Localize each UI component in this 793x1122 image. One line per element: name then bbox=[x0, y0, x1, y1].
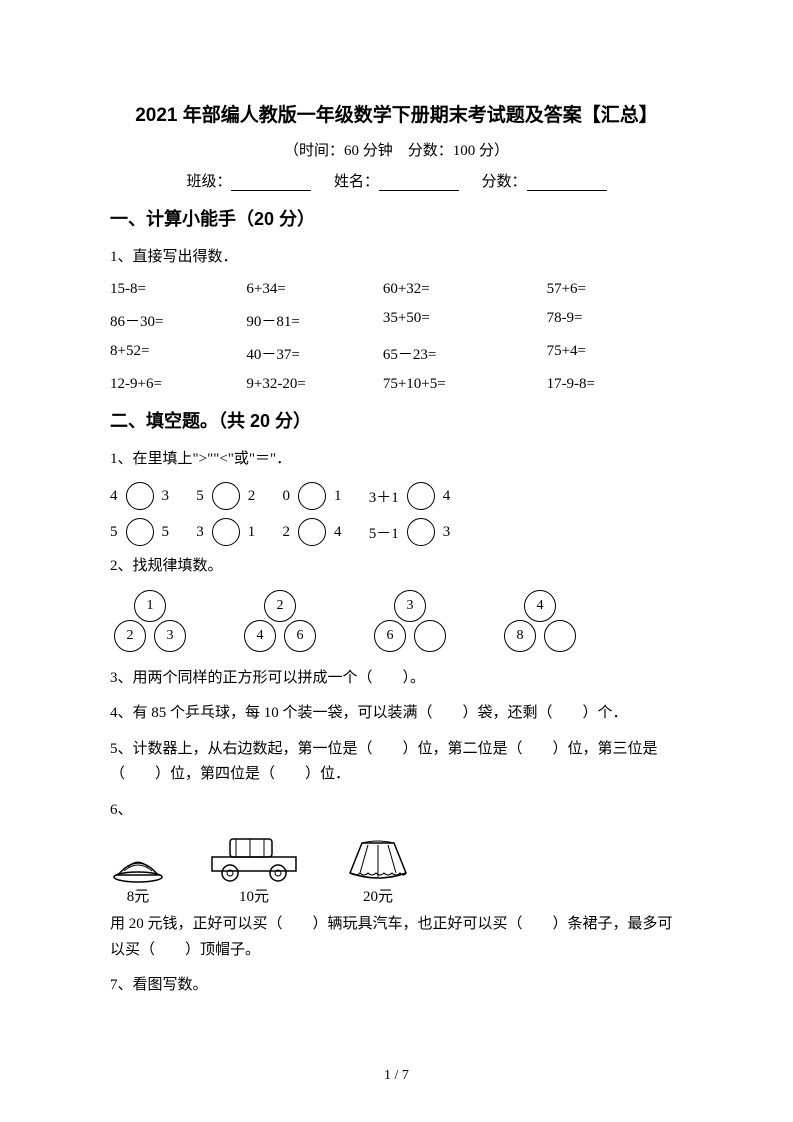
calc-cell: 9+32-20= bbox=[246, 376, 382, 393]
cmp-val: 3 bbox=[196, 524, 204, 541]
calc-cell: 86－30= bbox=[110, 310, 246, 331]
pattern-circle: 1 bbox=[134, 590, 166, 622]
compare-row-2: 5 5 3 1 2 4 5－1 3 bbox=[110, 518, 683, 546]
s2-q6: 6、 bbox=[110, 798, 683, 824]
pattern-circle-blank[interactable] bbox=[414, 620, 446, 652]
s2-q5: 5、计数器上，从右边数起，第一位是（ ）位，第二位是（ ）位，第三位是（ ）位，… bbox=[110, 737, 683, 788]
calc-cell: 12-9+6= bbox=[110, 376, 246, 393]
calc-cell: 90－81= bbox=[246, 310, 382, 331]
items-row: 8元 10元 20元 bbox=[110, 833, 683, 906]
pattern-circle: 8 bbox=[504, 620, 536, 652]
item-hat: 8元 bbox=[110, 843, 166, 906]
s2-q2: 2、找规律填数。 bbox=[110, 554, 683, 580]
calc-cell: 65－23= bbox=[383, 343, 547, 364]
pattern-circle: 3 bbox=[394, 590, 426, 622]
circle-blank[interactable] bbox=[407, 518, 435, 546]
cmp-val: 3 bbox=[162, 488, 170, 505]
cmp-val: 4 bbox=[334, 524, 342, 541]
section-2-header: 二、填空题。（共 20 分） bbox=[110, 407, 683, 433]
label-score: 分数： bbox=[482, 174, 527, 190]
s2-q7: 7、看图写数。 bbox=[110, 973, 683, 999]
hat-icon bbox=[110, 843, 166, 883]
cmp-val: 3 bbox=[443, 524, 451, 541]
pattern-group: 4 8 bbox=[500, 590, 580, 652]
pattern-group: 3 6 bbox=[370, 590, 450, 652]
label-class: 班级： bbox=[186, 174, 231, 190]
page-title: 2021 年部编人教版一年级数学下册期末考试题及答案【汇总】 bbox=[110, 100, 683, 127]
s2-q3: 3、用两个同样的正方形可以拼成一个（ ）。 bbox=[110, 666, 683, 692]
pattern-circle: 4 bbox=[244, 620, 276, 652]
pattern-circle: 3 bbox=[154, 620, 186, 652]
subtitle: （时间：60 分钟 分数：100 分） bbox=[110, 139, 683, 160]
cmp-val: 3＋1 bbox=[369, 486, 399, 507]
pattern-group: 1 2 3 bbox=[110, 590, 190, 652]
calc-cell: 15-8= bbox=[110, 281, 246, 298]
calc-cell: 75+4= bbox=[547, 343, 683, 364]
calc-cell: 17-9-8= bbox=[547, 376, 683, 393]
cmp-val: 5 bbox=[110, 524, 118, 541]
calc-cell: 60+32= bbox=[383, 281, 547, 298]
blank-name[interactable] bbox=[379, 176, 459, 191]
circle-blank[interactable] bbox=[212, 482, 240, 510]
calc-cell: 6+34= bbox=[246, 281, 382, 298]
section-1-header: 一、计算小能手（20 分） bbox=[110, 205, 683, 231]
pattern-circle: 2 bbox=[114, 620, 146, 652]
circle-blank[interactable] bbox=[298, 518, 326, 546]
circle-blank[interactable] bbox=[126, 518, 154, 546]
s1-q1: 1、直接写出得数． bbox=[110, 245, 683, 271]
price-hat: 8元 bbox=[127, 889, 150, 905]
cmp-val: 5 bbox=[162, 524, 170, 541]
pattern-circle: 4 bbox=[524, 590, 556, 622]
cmp-val: 1 bbox=[248, 524, 256, 541]
calc-grid: 15-8= 6+34= 60+32= 57+6= 86－30= 90－81= 3… bbox=[110, 281, 683, 393]
cmp-val: 5 bbox=[196, 488, 204, 505]
calc-cell: 78-9= bbox=[547, 310, 683, 331]
circle-blank[interactable] bbox=[212, 518, 240, 546]
calc-cell: 40－37= bbox=[246, 343, 382, 364]
pattern-circle: 6 bbox=[284, 620, 316, 652]
calc-cell: 57+6= bbox=[547, 281, 683, 298]
calc-cell: 35+50= bbox=[383, 310, 547, 331]
pattern-circle: 2 bbox=[264, 590, 296, 622]
page-footer: 1 / 7 bbox=[0, 1068, 793, 1084]
blank-score[interactable] bbox=[527, 176, 607, 191]
blank-class[interactable] bbox=[231, 176, 311, 191]
pattern-circle-blank[interactable] bbox=[544, 620, 576, 652]
cmp-val: 4 bbox=[443, 488, 451, 505]
item-car: 10元 bbox=[206, 833, 302, 906]
cmp-val: 5－1 bbox=[369, 522, 399, 543]
cmp-val: 0 bbox=[283, 488, 291, 505]
cmp-val: 2 bbox=[283, 524, 291, 541]
s2-q6b: 用 20 元钱，正好可以买（ ）辆玩具汽车，也正好可以买（ ）条裙子，最多可以买… bbox=[110, 912, 683, 963]
cmp-val: 4 bbox=[110, 488, 118, 505]
calc-cell: 8+52= bbox=[110, 343, 246, 364]
circle-blank[interactable] bbox=[298, 482, 326, 510]
cmp-val: 1 bbox=[334, 488, 342, 505]
item-skirt: 20元 bbox=[342, 837, 414, 906]
skirt-icon bbox=[342, 837, 414, 883]
price-skirt: 20元 bbox=[363, 889, 393, 905]
pattern-circle: 6 bbox=[374, 620, 406, 652]
calc-cell: 75+10+5= bbox=[383, 376, 547, 393]
compare-row-1: 4 3 5 2 0 1 3＋1 4 bbox=[110, 482, 683, 510]
cmp-val: 2 bbox=[248, 488, 256, 505]
label-name: 姓名： bbox=[334, 174, 379, 190]
s2-q4: 4、有 85 个乒乓球，每 10 个装一袋，可以装满（ ）袋，还剩（ ）个． bbox=[110, 701, 683, 727]
s2-q1: 1、在里填上">""<"或"＝"． bbox=[110, 447, 683, 473]
pattern-group: 2 4 6 bbox=[240, 590, 320, 652]
price-car: 10元 bbox=[239, 889, 269, 905]
pattern-row: 1 2 3 2 4 6 3 6 4 8 bbox=[110, 590, 683, 652]
circle-blank[interactable] bbox=[126, 482, 154, 510]
circle-blank[interactable] bbox=[407, 482, 435, 510]
info-line: 班级： 姓名： 分数： bbox=[110, 170, 683, 191]
car-icon bbox=[206, 833, 302, 883]
